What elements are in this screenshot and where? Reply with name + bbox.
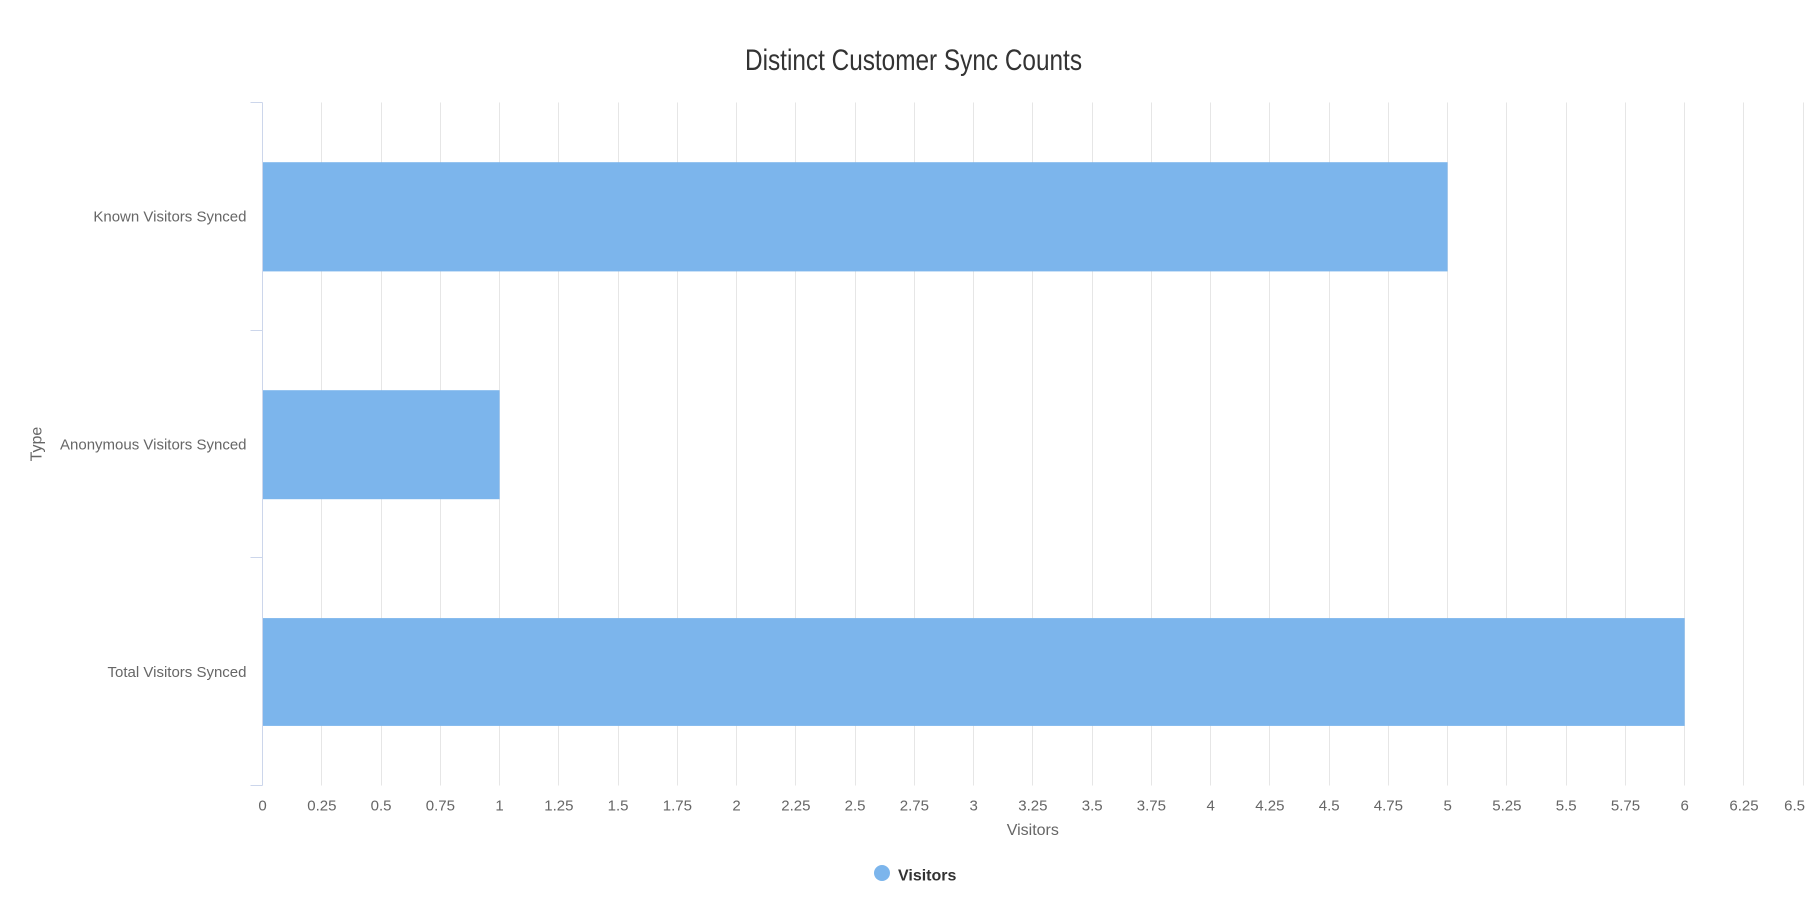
svg-text:4.5: 4.5 [1319, 798, 1340, 815]
svg-text:1.5: 1.5 [608, 798, 629, 815]
svg-text:Anonymous Visitors Synced: Anonymous Visitors Synced [60, 436, 246, 453]
svg-text:2: 2 [732, 798, 740, 815]
svg-text:3.5: 3.5 [1082, 798, 1103, 815]
svg-text:Distinct Customer Sync Counts: Distinct Customer Sync Counts [745, 44, 1082, 77]
svg-text:Visitors: Visitors [898, 868, 957, 885]
svg-text:3.25: 3.25 [1018, 798, 1047, 815]
svg-text:3.75: 3.75 [1137, 798, 1166, 815]
svg-text:0.25: 0.25 [307, 798, 336, 815]
svg-text:6.5: 6.5 [1784, 798, 1805, 815]
svg-text:5: 5 [1444, 798, 1452, 815]
svg-text:6.25: 6.25 [1729, 798, 1758, 815]
svg-text:1: 1 [495, 798, 503, 815]
svg-text:5.75: 5.75 [1611, 798, 1640, 815]
svg-text:6: 6 [1681, 798, 1689, 815]
svg-text:0: 0 [258, 798, 266, 815]
svg-text:4.75: 4.75 [1374, 798, 1403, 815]
svg-text:1.25: 1.25 [544, 798, 573, 815]
svg-text:2.75: 2.75 [900, 798, 929, 815]
svg-text:Type: Type [28, 427, 45, 462]
svg-text:1.75: 1.75 [663, 798, 692, 815]
svg-text:4.25: 4.25 [1255, 798, 1284, 815]
svg-text:Visitors: Visitors [1007, 822, 1059, 839]
svg-text:3: 3 [970, 798, 978, 815]
svg-text:Known Visitors Synced: Known Visitors Synced [93, 209, 246, 226]
svg-text:2.5: 2.5 [845, 798, 866, 815]
svg-text:4: 4 [1207, 798, 1215, 815]
svg-text:0.5: 0.5 [371, 798, 392, 815]
svg-text:2.25: 2.25 [781, 798, 810, 815]
svg-text:5.5: 5.5 [1556, 798, 1577, 815]
svg-text:5.25: 5.25 [1492, 798, 1521, 815]
svg-text:Total Visitors Synced: Total Visitors Synced [108, 664, 247, 681]
svg-text:0.75: 0.75 [426, 798, 455, 815]
